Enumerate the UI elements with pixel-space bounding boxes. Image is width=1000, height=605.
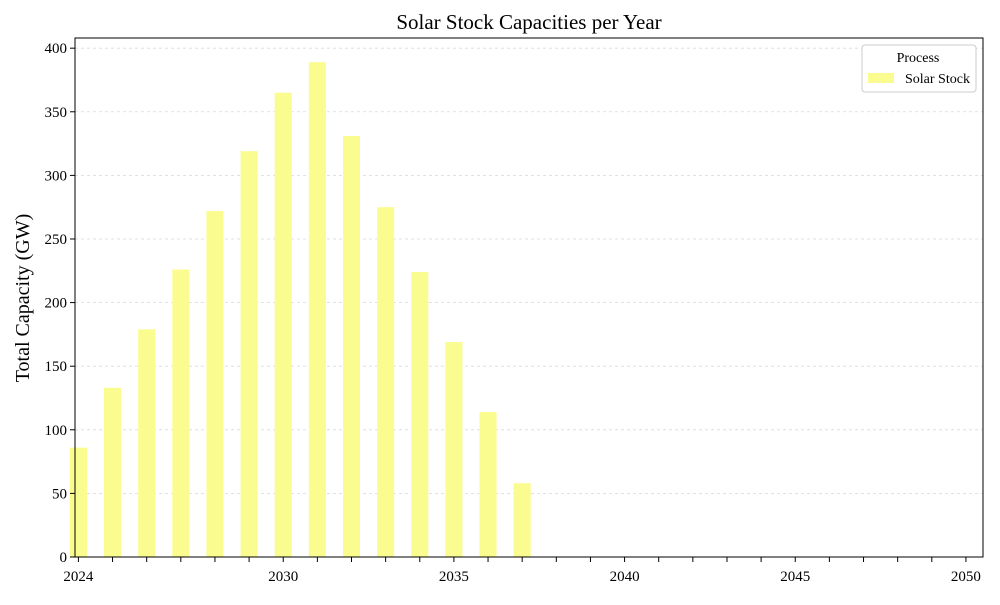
y-tick-label-0: 0 bbox=[60, 550, 68, 566]
bar-2027 bbox=[172, 269, 190, 557]
x-tick-label-2035: 2035 bbox=[439, 569, 469, 585]
x-tick-label-2040: 2040 bbox=[610, 569, 640, 585]
x-tick-label-2024: 2024 bbox=[63, 569, 94, 585]
bar-2030 bbox=[274, 92, 292, 557]
x-tick-label-2030: 2030 bbox=[268, 569, 298, 585]
chart-title: Solar Stock Capacities per Year bbox=[396, 10, 661, 34]
bar-2033 bbox=[377, 207, 395, 557]
bar-2031 bbox=[308, 62, 326, 557]
y-tick-label-300: 300 bbox=[45, 168, 68, 184]
bar-2034 bbox=[411, 272, 429, 557]
bar-2029 bbox=[240, 151, 258, 557]
bar-2028 bbox=[206, 211, 224, 557]
y-tick-label-50: 50 bbox=[52, 486, 67, 502]
bar-2025 bbox=[104, 387, 122, 557]
y-tick-label-400: 400 bbox=[45, 41, 68, 57]
x-tick-label-2045: 2045 bbox=[780, 569, 810, 585]
legend-title: Process bbox=[897, 51, 940, 66]
axes: 0 50 100 150 200 250 300 350 400 2024 2030 2035 2040… bbox=[45, 37, 984, 585]
bar-2032 bbox=[342, 135, 361, 557]
y-tick-label-150: 150 bbox=[45, 359, 68, 375]
y-tick-label-350: 350 bbox=[45, 105, 68, 121]
y-tick-label-250: 250 bbox=[45, 232, 68, 248]
bar-2024 bbox=[69, 447, 87, 557]
y-tick-label-200: 200 bbox=[45, 296, 68, 312]
legend-label-solar-stock: Solar Stock bbox=[905, 72, 970, 87]
plot-frame bbox=[74, 37, 984, 558]
bar-series bbox=[69, 62, 531, 557]
bar-2037 bbox=[513, 483, 531, 557]
bar-2035 bbox=[445, 342, 463, 557]
y-tick-label-100: 100 bbox=[45, 423, 68, 439]
grid-lines bbox=[75, 47, 983, 494]
bar-2036 bbox=[479, 411, 497, 557]
y-axis-label: Total Capacity (GW) bbox=[12, 214, 34, 383]
legend-swatch-solar-stock bbox=[868, 73, 894, 83]
bar-2026 bbox=[138, 329, 156, 557]
x-tick-label-2050: 2050 bbox=[951, 569, 981, 585]
legend: Process Solar Stock bbox=[861, 44, 977, 93]
